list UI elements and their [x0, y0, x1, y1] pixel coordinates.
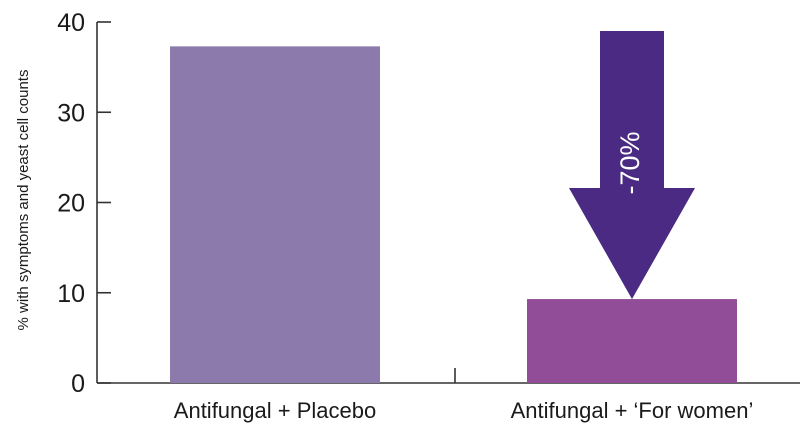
y-ticks: 0 10 20 30 40: [57, 9, 111, 398]
y-tick-label-20: 20: [57, 190, 85, 218]
down-arrow-icon: [569, 31, 695, 300]
y-axis-title: % with symptoms and yeast cell counts: [15, 70, 32, 331]
y-tick-label-40: 40: [57, 9, 85, 37]
y-tick-label-10: 10: [57, 280, 85, 308]
x-label-2: Antifungal + ‘For women’: [511, 398, 754, 423]
reduction-arrow: -70%: [569, 31, 695, 300]
x-label-1: Antifungal + Placebo: [174, 398, 376, 423]
bar-2: [527, 299, 737, 383]
y-tick-label-30: 30: [57, 99, 85, 127]
x-labels: Antifungal + Placebo Antifungal + ‘For wo…: [174, 398, 754, 423]
bars: [170, 46, 737, 384]
y-tick-label-0: 0: [71, 370, 85, 398]
bar-1: [170, 46, 380, 384]
reduction-label: -70%: [615, 131, 645, 194]
